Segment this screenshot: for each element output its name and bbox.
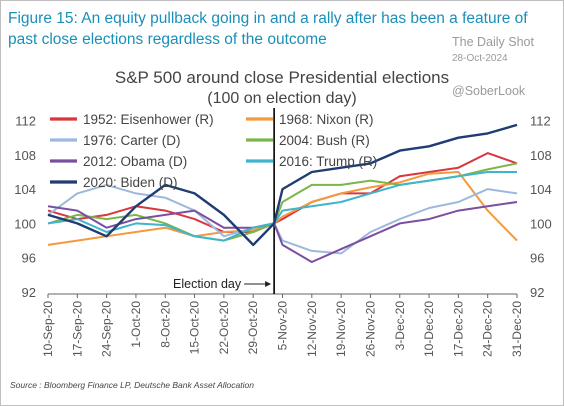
series-line [47,123,518,247]
legend-label: 2020: Biden (D) [83,175,178,190]
x-tick-label: 8-Oct-20 [158,301,172,348]
y-tick-label-right: 92 [530,285,544,300]
legend-label: 2012: Obama (D) [83,154,187,169]
x-tick-label: 22-Oct-20 [217,301,231,355]
y-tick-label-left: 100 [14,216,36,231]
x-tick-label: 12-Nov-20 [305,301,319,357]
figure-title: Figure 15: An equity pullback going in a… [8,10,528,48]
x-tick-label: 10-Dec-20 [422,301,436,357]
legend-label: 1976: Carter (D) [83,133,181,148]
x-tick-label: 10-Sep-20 [41,301,55,357]
x-tick-label: 31-Dec-20 [510,301,524,357]
chart-subtitle: (100 on election day) [207,90,357,107]
series-line [47,201,518,263]
x-tick-label: 24-Sep-20 [100,301,114,357]
y-tick-label-left: 96 [22,251,36,266]
legend-label: 1968: Nixon (R) [279,112,374,127]
y-tick-label-right: 100 [530,216,552,231]
x-tick-label: 15-Oct-20 [188,301,202,355]
y-tick-label-left: 108 [14,148,36,163]
election-day-label: Election day [173,277,242,291]
x-tick-label: 17-Sep-20 [70,301,84,357]
watermark-date: 28-Oct-2024 [452,53,508,64]
series-line [47,171,518,246]
y-tick-label-right: 112 [530,114,551,129]
source-note: Source : Bloomberg Finance LP, Deutsche … [10,380,254,390]
y-tick-label-left: 92 [22,285,36,300]
y-tick-label-left: 104 [14,182,36,197]
x-tick-label: 17-Dec-20 [451,301,465,357]
x-tick-label: 5-Nov-20 [276,301,290,351]
x-tick-label: 29-Oct-20 [246,301,260,355]
y-tick-label-left: 112 [15,114,36,129]
watermark-handle: @SoberLook [452,84,526,98]
y-tick-label-right: 108 [530,148,552,163]
election-day-arrowhead [265,281,272,287]
y-tick-label-right: 96 [530,251,544,266]
y-tick-label-right: 104 [530,182,552,197]
series-line [47,171,517,242]
watermark-name: The Daily Shot [452,35,534,49]
x-tick-label: 3-Dec-20 [393,301,407,351]
legend-label: 2016: Trump (R) [279,154,377,169]
chart-title: S&P 500 around close Presidential electi… [114,68,450,87]
x-tick-label: 26-Nov-20 [363,301,377,357]
legend-label: 2004: Bush (R) [279,133,370,148]
x-tick-label: 1-Oct-20 [129,301,143,348]
x-tick-label: 19-Nov-20 [334,301,348,357]
x-tick-label: 24-Dec-20 [481,301,495,357]
legend-label: 1952: Eisenhower (R) [83,112,214,127]
